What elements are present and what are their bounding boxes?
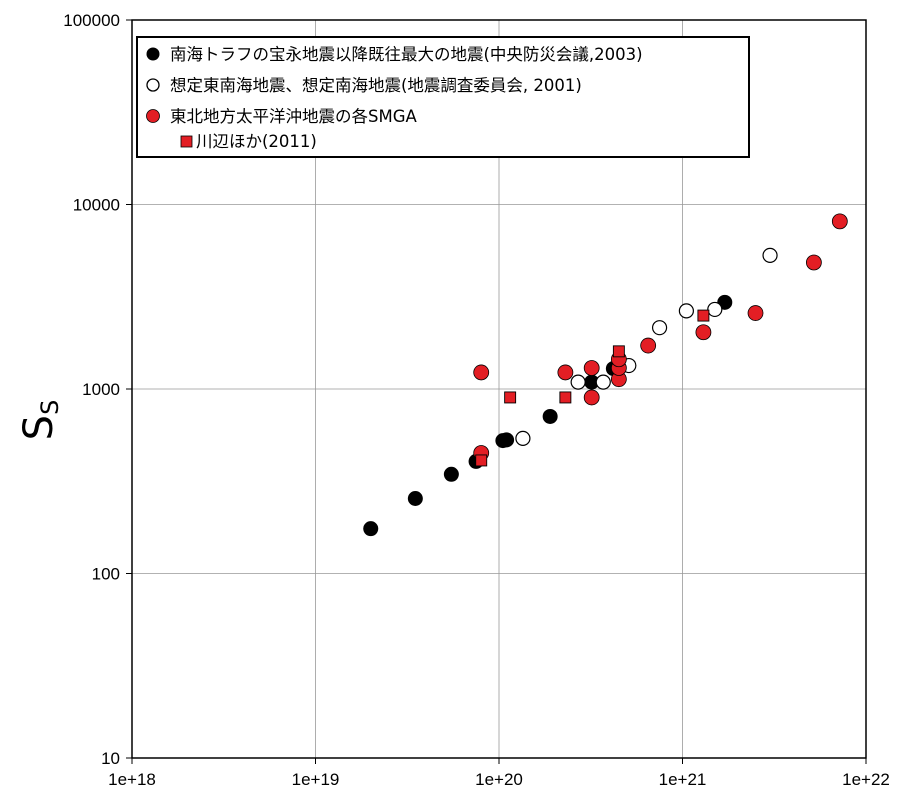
- y-axis-label-sub: S: [36, 400, 64, 415]
- legend-label-2: 東北地方太平洋沖地震の各SMGA: [170, 107, 417, 126]
- x-tick-label: 1e+19: [292, 770, 340, 789]
- y-axis-label: SS: [16, 400, 64, 441]
- point-square: [559, 391, 572, 404]
- point-open: [678, 303, 694, 319]
- legend: 南海トラフの宝永地震以降既往最大の地震(中央防災会議,2003) 想定東南海地震…: [136, 36, 750, 158]
- point-black: [363, 521, 379, 537]
- point-black: [499, 432, 515, 448]
- point-square: [475, 454, 488, 467]
- point-open: [762, 247, 778, 263]
- point-red: [695, 324, 712, 341]
- point-black: [443, 466, 459, 482]
- y-tick-label: 100000: [63, 11, 120, 30]
- y-tick-label: 10000: [73, 196, 120, 215]
- point-red: [747, 305, 764, 321]
- point-black: [542, 408, 558, 424]
- y-tick-label: 10: [101, 749, 120, 768]
- point-red: [473, 364, 490, 381]
- point-square: [697, 309, 710, 322]
- point-black: [407, 490, 423, 506]
- x-tick-label: 1e+22: [842, 770, 890, 789]
- x-axis-ticks: 1e+18 1e+19 1e+20 1e+21 1e+22: [108, 758, 890, 789]
- legend-label-0: 南海トラフの宝永地震以降既往最大の地震(中央防災会議,2003): [170, 45, 643, 64]
- y-axis-ticks: 10 100 1000 10000 100000: [63, 11, 132, 768]
- point-red: [583, 389, 600, 406]
- point-open: [570, 374, 586, 390]
- data-points: [363, 213, 848, 537]
- y-axis-label-main: S: [16, 415, 62, 440]
- point-black: [584, 374, 600, 390]
- point-open: [651, 320, 668, 336]
- point-red: [805, 254, 822, 271]
- legend-label-3: 川辺ほか(2011): [196, 132, 317, 151]
- legend-marker-open: [146, 78, 160, 92]
- x-tick-label: 1e+20: [475, 770, 523, 789]
- y-tick-label: 100: [92, 565, 120, 584]
- point-square: [504, 391, 517, 404]
- point-red: [583, 360, 600, 376]
- legend-label-1: 想定東南海地震、想定南海地震(地震調査委員会, 2001): [170, 76, 582, 95]
- legend-box: [136, 36, 750, 158]
- x-tick-label: 1e+18: [108, 770, 156, 789]
- legend-marker-red: [146, 109, 160, 123]
- y-tick-label: 1000: [82, 380, 120, 399]
- point-red: [640, 337, 657, 354]
- x-tick-label: 1e+21: [659, 770, 707, 789]
- point-square: [612, 345, 625, 358]
- legend-marker-black: [146, 47, 160, 61]
- point-open: [707, 301, 723, 318]
- point-open: [595, 374, 611, 390]
- legend-marker-square: [180, 135, 193, 148]
- point-open: [515, 430, 531, 446]
- point-red: [831, 213, 848, 230]
- point-red: [557, 364, 574, 381]
